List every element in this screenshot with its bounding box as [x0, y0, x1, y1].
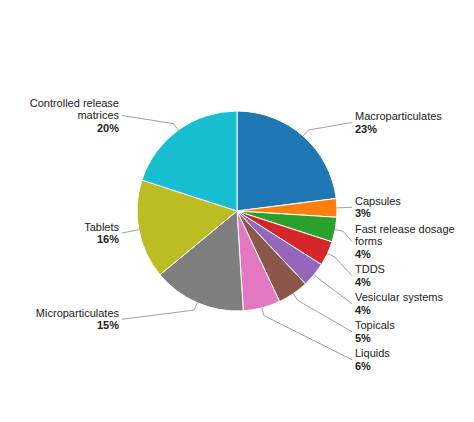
category-label: Microparticulates	[36, 307, 120, 319]
slice-label: Capsules3%	[355, 195, 401, 220]
category-label: Vesicular systems	[355, 291, 444, 303]
value-label: 4%	[355, 276, 371, 288]
leader-line	[122, 303, 197, 320]
slice-label: Topicals5%	[355, 319, 395, 344]
leader-line	[262, 308, 352, 360]
category-label: Liquids	[355, 347, 390, 359]
category-label-line: TDDS	[355, 263, 385, 275]
leader-lines	[122, 116, 352, 360]
slice-label: TDDS4%	[355, 263, 385, 288]
slices	[137, 111, 337, 311]
category-label: Macroparticulates	[355, 110, 442, 122]
value-label: 5%	[355, 332, 371, 344]
category-label-line: Liquids	[355, 347, 390, 359]
slice-label: Macroparticulates23%	[355, 110, 442, 135]
value-label: 3%	[355, 207, 371, 219]
leader-line	[335, 230, 352, 242]
chart-container: Macroparticulates23% Capsules3% Fast relea…	[0, 0, 474, 422]
slice	[237, 111, 336, 211]
category-label: Tablets	[84, 221, 119, 233]
category-label-line: Tablets	[84, 221, 119, 233]
category-label-line: Fast release dosage	[355, 223, 455, 235]
category-label: Topicals	[355, 319, 395, 331]
category-label: Capsules	[355, 195, 401, 207]
category-label-line: forms	[355, 235, 383, 247]
leader-line	[303, 122, 352, 136]
category-label-line: Capsules	[355, 195, 401, 207]
value-label: 4%	[355, 248, 371, 260]
category-label-line: Controlled release	[30, 97, 119, 109]
value-label: 6%	[355, 360, 371, 372]
value-label: 16%	[97, 233, 119, 245]
category-label-line: Topicals	[355, 319, 395, 331]
category-label-line: Macroparticulates	[355, 110, 442, 122]
slice	[237, 211, 280, 311]
leader-line	[314, 275, 352, 304]
leader-line	[327, 254, 352, 276]
slice-label: Fast release dosageforms4%	[355, 223, 455, 260]
value-label: 23%	[355, 122, 377, 134]
category-label: TDDS	[355, 263, 385, 275]
chart: Macroparticulates23% Capsules3% Fast relea…	[0, 0, 474, 422]
value-label: 20%	[97, 122, 119, 134]
slice-label: Microparticulates15%	[36, 307, 120, 332]
category-label: Controlled releasematrices	[30, 97, 120, 122]
slice-label: Liquids6%	[355, 347, 390, 372]
slice-label: Tablets16%	[84, 221, 119, 246]
leader-line	[293, 294, 352, 332]
value-label: 15%	[97, 319, 119, 331]
value-label: 4%	[355, 304, 371, 316]
pie: Macroparticulates23% Capsules3% Fast relea…	[30, 97, 455, 372]
category-label-line: Vesicular systems	[355, 291, 444, 303]
category-label: Fast release dosageforms	[355, 223, 455, 248]
labels: Macroparticulates23% Capsules3% Fast relea…	[30, 97, 455, 372]
category-label-line: Microparticulates	[36, 307, 120, 319]
category-label-line: matrices	[77, 109, 119, 121]
slice-label: Controlled releasematrices20%	[30, 97, 120, 134]
leader-line	[337, 207, 352, 209]
leader-line	[122, 230, 139, 233]
slice	[142, 111, 237, 211]
slice-label: Vesicular systems4%	[355, 291, 444, 316]
leader-line	[122, 116, 178, 131]
